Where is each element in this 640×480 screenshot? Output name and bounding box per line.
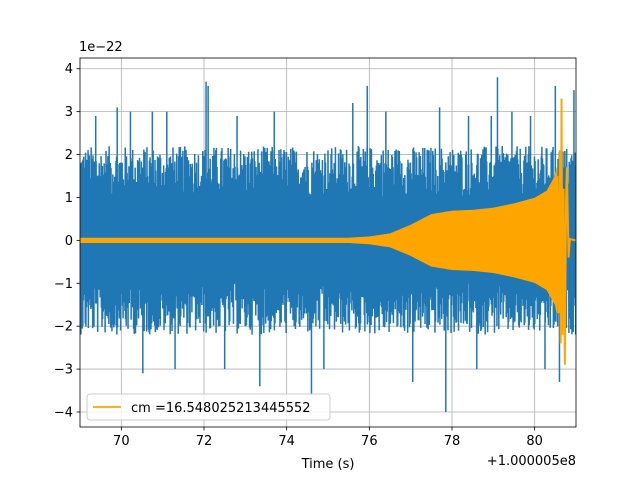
- legend-label-chirp: cm =16.548025213445552: [131, 401, 311, 416]
- x-axis-label: Time (s): [301, 457, 355, 472]
- axes-frame: [79, 57, 577, 428]
- x-tick-label: 74: [278, 434, 295, 449]
- series-noise: [80, 77, 576, 412]
- x-tick-label: 78: [444, 434, 461, 449]
- x-tick-label: 80: [526, 434, 543, 449]
- series-line-chirp-merger: [556, 98, 576, 365]
- y-tick-label: −3: [54, 363, 73, 378]
- x-tick-label: 72: [196, 434, 213, 449]
- y-tick-label: 4: [65, 62, 73, 77]
- y-tick-label: 0: [65, 234, 73, 249]
- y-tick-label: −1: [54, 277, 73, 292]
- x-offset-label: +1.000005e8: [487, 454, 576, 469]
- legend: cm =16.548025213445552: [86, 393, 331, 421]
- series-chirp: [80, 98, 576, 365]
- y-tick-label: −4: [54, 405, 73, 420]
- y-tick-label: 3: [65, 105, 73, 120]
- x-tick-label: 70: [113, 434, 130, 449]
- series-line-noise: [80, 77, 576, 412]
- y-tick-label: 2: [65, 148, 73, 163]
- y-axis-ticks: −4 −3 −2 −1 0 1 2 3 4: [54, 62, 80, 420]
- y-scale-label: 1e−22: [79, 40, 123, 55]
- legend-box: [86, 393, 331, 421]
- x-axis-ticks: 70 72 74 76 78 80: [113, 427, 543, 449]
- plot-area: [80, 77, 576, 412]
- x-tick-label: 76: [361, 434, 378, 449]
- y-tick-label: 1: [65, 191, 73, 206]
- series-line-chirp: [80, 167, 558, 314]
- y-tick-label: −2: [54, 320, 73, 335]
